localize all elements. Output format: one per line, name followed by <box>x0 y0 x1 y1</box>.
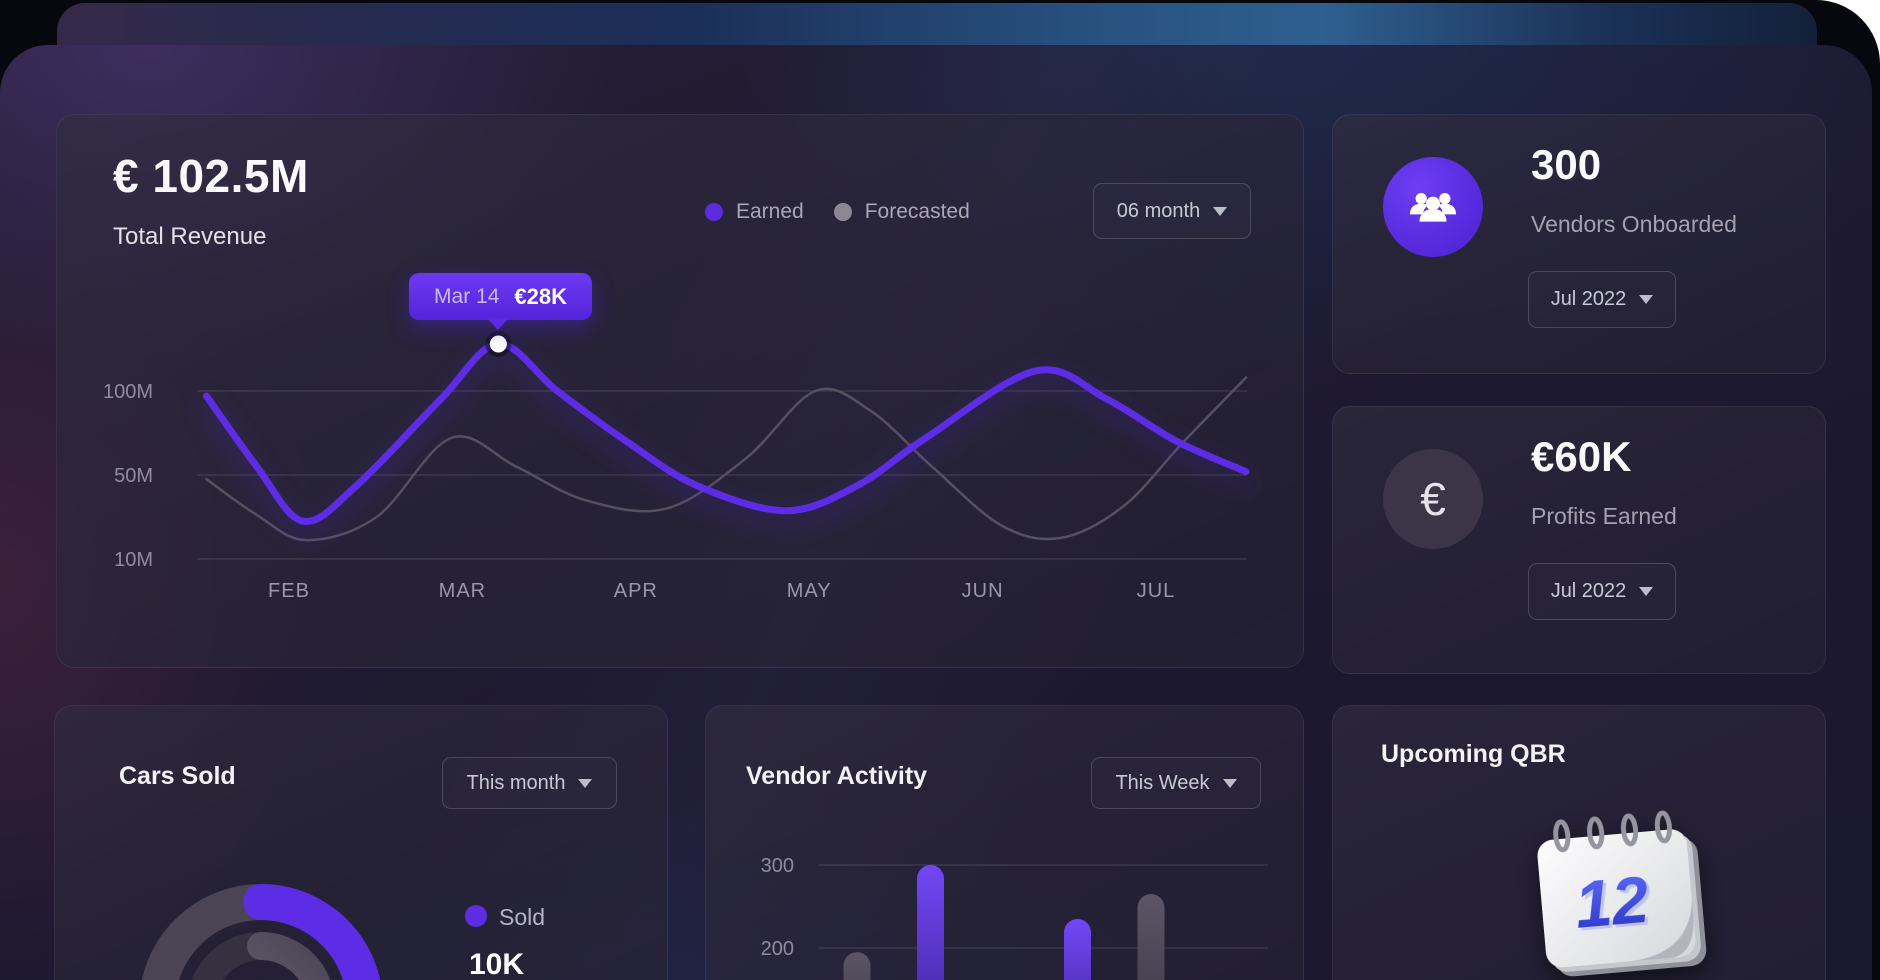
sold-dot-icon <box>465 905 487 927</box>
chevron-down-icon <box>1639 295 1654 304</box>
profits-icon-circle: € <box>1383 449 1483 549</box>
svg-text:JUL: JUL <box>1137 580 1176 602</box>
legend-forecasted[interactable]: Forecasted <box>833 200 970 224</box>
vendors-count: 300 <box>1531 141 1602 188</box>
cars-sold-value: 10K <box>469 948 525 980</box>
chevron-down-icon <box>578 778 593 788</box>
total-revenue-card: € 102.5M Total Revenue Earned Forecasted… <box>56 114 1304 668</box>
svg-text:10M: 10M <box>114 549 153 571</box>
dashboard-window: € 102.5M Total Revenue Earned Forecasted… <box>0 45 1872 980</box>
profits-period-dropdown[interactable]: Jul 2022 <box>1528 563 1676 620</box>
forecasted-dot-icon <box>833 203 852 221</box>
tooltip-date: Mar 14 <box>434 284 500 308</box>
revenue-legend: Earned Forecasted <box>705 199 970 225</box>
cars-period-value: This month <box>466 771 566 794</box>
vendors-period-value: Jul 2022 <box>1550 288 1627 310</box>
earned-dot-icon <box>705 203 723 221</box>
svg-text:300: 300 <box>761 855 794 877</box>
activity-period-value: This Week <box>1115 771 1210 794</box>
revenue-period-value: 06 month <box>1116 199 1201 222</box>
svg-text:100M: 100M <box>103 381 153 403</box>
activity-period-dropdown[interactable]: This Week <box>1091 757 1261 809</box>
calendar-day: 12 <box>1572 862 1652 942</box>
upcoming-qbr-card: Upcoming QBR 12 12 <box>1332 705 1826 980</box>
vendor-activity-title: Vendor Activity <box>746 762 928 790</box>
profits-earned-card: € €60K Profits Earned Jul 2022 <box>1332 406 1826 674</box>
profits-label: Profits Earned <box>1531 503 1677 529</box>
vendor-activity-bar-chart: 300 200 <box>761 855 1268 980</box>
revenue-period-dropdown[interactable]: 06 month <box>1093 183 1251 239</box>
earned-label: Earned <box>736 200 804 223</box>
svg-text:50M: 50M <box>114 465 153 487</box>
profits-amount: €60K <box>1531 433 1632 480</box>
chevron-down-icon <box>1639 587 1654 596</box>
cars-sold-title: Cars Sold <box>119 762 236 790</box>
upcoming-qbr-title: Upcoming QBR <box>1381 740 1566 768</box>
total-revenue-label: Total Revenue <box>113 223 267 250</box>
chevron-down-icon <box>1213 206 1228 216</box>
calendar-icon: 12 12 <box>1537 810 1707 977</box>
svg-text:MAR: MAR <box>439 580 486 602</box>
chart-tooltip: Mar 14 €28K <box>409 273 592 330</box>
svg-text:JUN: JUN <box>962 580 1004 602</box>
euro-icon: € <box>1420 473 1446 525</box>
vendor-activity-card: Vendor Activity This Week 300 200 <box>705 705 1304 980</box>
forecasted-label: Forecasted <box>864 200 970 223</box>
cars-period-dropdown[interactable]: This month <box>442 757 617 809</box>
sold-legend-label: Sold <box>499 904 546 930</box>
svg-text:APR: APR <box>614 580 658 602</box>
svg-text:12: 12 <box>1575 864 1655 944</box>
users-icon <box>1409 192 1457 222</box>
tooltip-value: €28K <box>514 283 567 309</box>
vendors-period-dropdown[interactable]: Jul 2022 <box>1528 271 1676 328</box>
svg-text:FEB: FEB <box>268 580 310 602</box>
profits-period-value: Jul 2022 <box>1550 580 1627 602</box>
vendors-icon-circle <box>1383 157 1483 257</box>
total-revenue-amount: € 102.5M <box>113 150 309 202</box>
chevron-down-icon <box>1222 778 1237 788</box>
svg-text:200: 200 <box>761 938 794 960</box>
legend-earned[interactable]: Earned <box>705 200 804 224</box>
cars-sold-donut-chart <box>139 884 383 980</box>
cars-sold-card: Cars Sold This month Sold 10K <box>54 705 668 980</box>
vendors-onboarded-card: 300 Vendors Onboarded Jul 2022 <box>1332 114 1826 374</box>
vendors-label: Vendors Onboarded <box>1531 211 1737 237</box>
svg-text:MAY: MAY <box>787 580 832 602</box>
